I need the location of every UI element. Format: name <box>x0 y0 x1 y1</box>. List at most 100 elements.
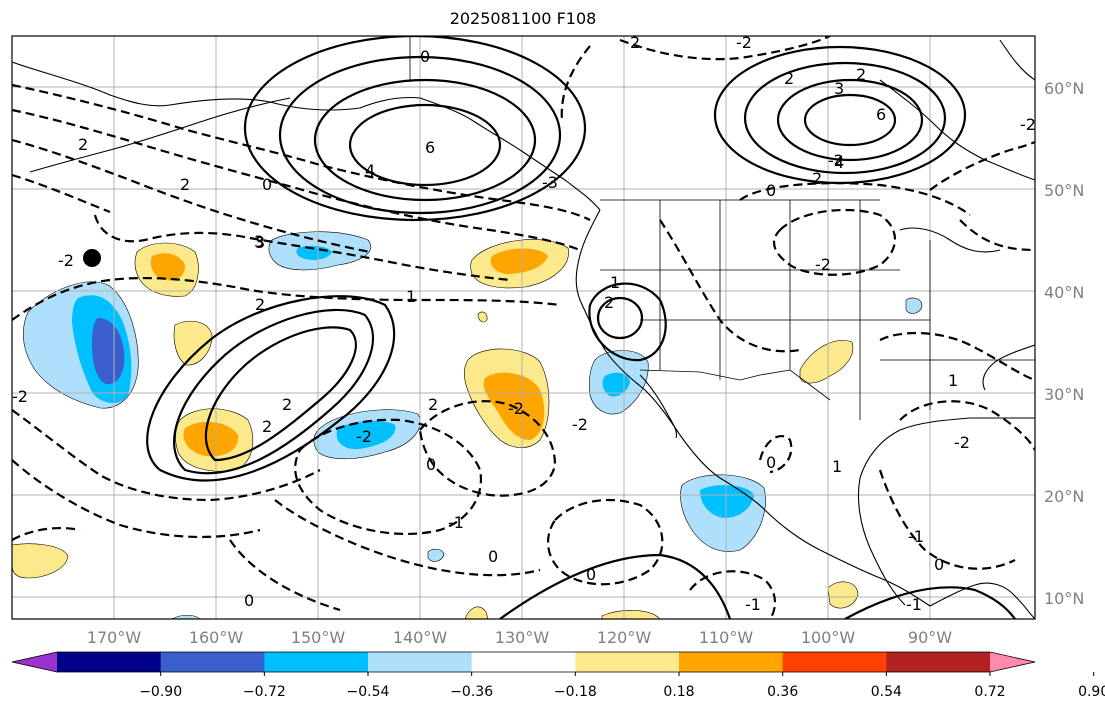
lon-label: 160°W <box>189 628 244 647</box>
colorbar-segment <box>886 652 991 672</box>
contour-label: 2 <box>812 169 822 188</box>
colorbar-tick-label: −0.18 <box>554 684 597 700</box>
contour-label: -2 <box>828 151 844 170</box>
negative-contours <box>12 36 1035 619</box>
contour-labels: 0 2 3 6 4 2 0 -2 2 -2 3 1 2 -3 2 -2 -1 1… <box>12 33 1036 614</box>
contour-label: -2 <box>1020 115 1036 134</box>
colorbar-segment <box>575 652 680 672</box>
shade-pos-land <box>799 340 854 384</box>
lat-label: 40°N <box>1044 283 1084 302</box>
colorbar-tick-label: −0.90 <box>139 684 182 700</box>
colorbar-segment <box>264 652 369 672</box>
lon-label: 90°W <box>908 628 952 647</box>
colorbar: −0.90 −0.72 −0.54 −0.36 −0.18 0.18 0.36 0.54 0.7… <box>11 651 1105 700</box>
colorbar-segment <box>368 652 473 672</box>
contour-label: 2 <box>784 69 794 88</box>
lon-label: 170°W <box>87 628 142 647</box>
lat-label: 30°N <box>1044 385 1084 404</box>
contour-label: -2 <box>736 33 752 52</box>
colorbar-extend-high <box>990 652 1035 672</box>
contour-label: 0 <box>766 453 776 472</box>
contour-label: -1 <box>908 527 924 546</box>
contour-label: -2 <box>58 251 74 270</box>
contour-label: -2 <box>572 415 588 434</box>
lon-label: 150°W <box>291 628 346 647</box>
colorbar-tick-label: −0.72 <box>243 684 286 700</box>
colorbar-segment <box>160 652 265 672</box>
map-content: 0 2 3 6 4 2 0 -2 2 -2 3 1 2 -3 2 -2 -1 1… <box>12 33 1036 619</box>
graticule <box>12 36 1035 619</box>
lon-label: 120°W <box>597 628 652 647</box>
contour-label: 0 <box>426 455 436 474</box>
colorbar-tick-label: −0.54 <box>347 684 390 700</box>
contour-label: 0 <box>766 181 776 200</box>
colorbar-tick-label: 0.18 <box>663 684 694 700</box>
contour-label: 0 <box>262 175 272 194</box>
contour-label: 1 <box>406 287 416 306</box>
contour-label: 2 <box>630 33 640 52</box>
shade-pos-sw-edge <box>12 543 69 579</box>
contour-label: 2 <box>856 65 866 84</box>
contour-label: 1 <box>832 457 842 476</box>
political-borders <box>409 36 1035 420</box>
colorbar-extend-low <box>12 652 57 672</box>
contour-label: 6 <box>876 105 886 124</box>
lon-label: 110°W <box>699 628 754 647</box>
longitude-labels: 170°W 160°W 150°W 140°W 130°W 120°W 110°… <box>87 628 952 647</box>
contour-label: 4 <box>365 161 375 180</box>
shade-neg-land <box>905 297 923 314</box>
contour-label: 2 <box>78 135 88 154</box>
shade-pos-sw-core <box>183 421 239 457</box>
colorbar-tick-label: 0.90 <box>1078 684 1105 700</box>
shade-pos-ne-core <box>490 248 548 274</box>
latitude-labels: 60°N 50°N 40°N 30°N 20°N 10°N <box>1044 79 1084 608</box>
shade-neg-west-core <box>92 318 125 385</box>
contour-label: 0 <box>244 591 254 610</box>
contour-label: -2 <box>508 399 524 418</box>
shade-neg-tiny <box>427 548 445 562</box>
contour-label: 0 <box>934 555 944 574</box>
contour-label: -1 <box>745 595 761 614</box>
contour-label: 3 <box>254 232 264 251</box>
colorbar-tick-label: 0.54 <box>871 684 902 700</box>
page-title: 2025081100 F108 <box>449 9 597 28</box>
colorbar-tick-label: 0.72 <box>974 684 1005 700</box>
contour-label: -1 <box>448 513 464 532</box>
contour-label: -2 <box>12 387 28 406</box>
contour-label: 0 <box>586 565 596 584</box>
lat-label: 50°N <box>1044 181 1084 200</box>
contour-label: 1 <box>610 273 620 292</box>
colorbar-tick-label: −0.36 <box>450 684 493 700</box>
colorbar-tick-label: 0.36 <box>767 684 798 700</box>
colorbar-outline <box>11 651 1036 673</box>
shade-neg-c-core <box>336 420 396 450</box>
contour-label: 2 <box>262 417 272 436</box>
map-frame <box>11 35 1036 620</box>
contour-label: 3 <box>834 79 844 98</box>
lon-label: 130°W <box>495 628 550 647</box>
contour-label: -2 <box>356 427 372 446</box>
colorbar-segment <box>782 652 887 672</box>
shade-pos-small <box>173 320 213 366</box>
contour-label: 0 <box>420 47 430 66</box>
contour-label: 1 <box>948 371 958 390</box>
contour-label: -3 <box>542 173 558 192</box>
lon-label: 140°W <box>393 628 448 647</box>
shade-pos-se <box>827 581 859 609</box>
observation-marker <box>83 249 101 267</box>
contour-label: 0 <box>488 547 498 566</box>
colorbar-segment <box>679 652 784 672</box>
contour-label: 6 <box>425 138 435 157</box>
positive-contours <box>146 36 1016 619</box>
lat-label: 10°N <box>1044 589 1084 608</box>
contour-label: 2 <box>255 295 265 314</box>
lat-label: 20°N <box>1044 487 1084 506</box>
contour-label: 3 <box>255 233 265 252</box>
lat-label: 60°N <box>1044 79 1084 98</box>
contour-label: 2 <box>282 395 292 414</box>
contour-label: -1 <box>906 595 922 614</box>
contour-label: -2 <box>954 433 970 452</box>
shade-pos-tiny <box>477 311 488 323</box>
colorbar-segment <box>471 652 576 672</box>
